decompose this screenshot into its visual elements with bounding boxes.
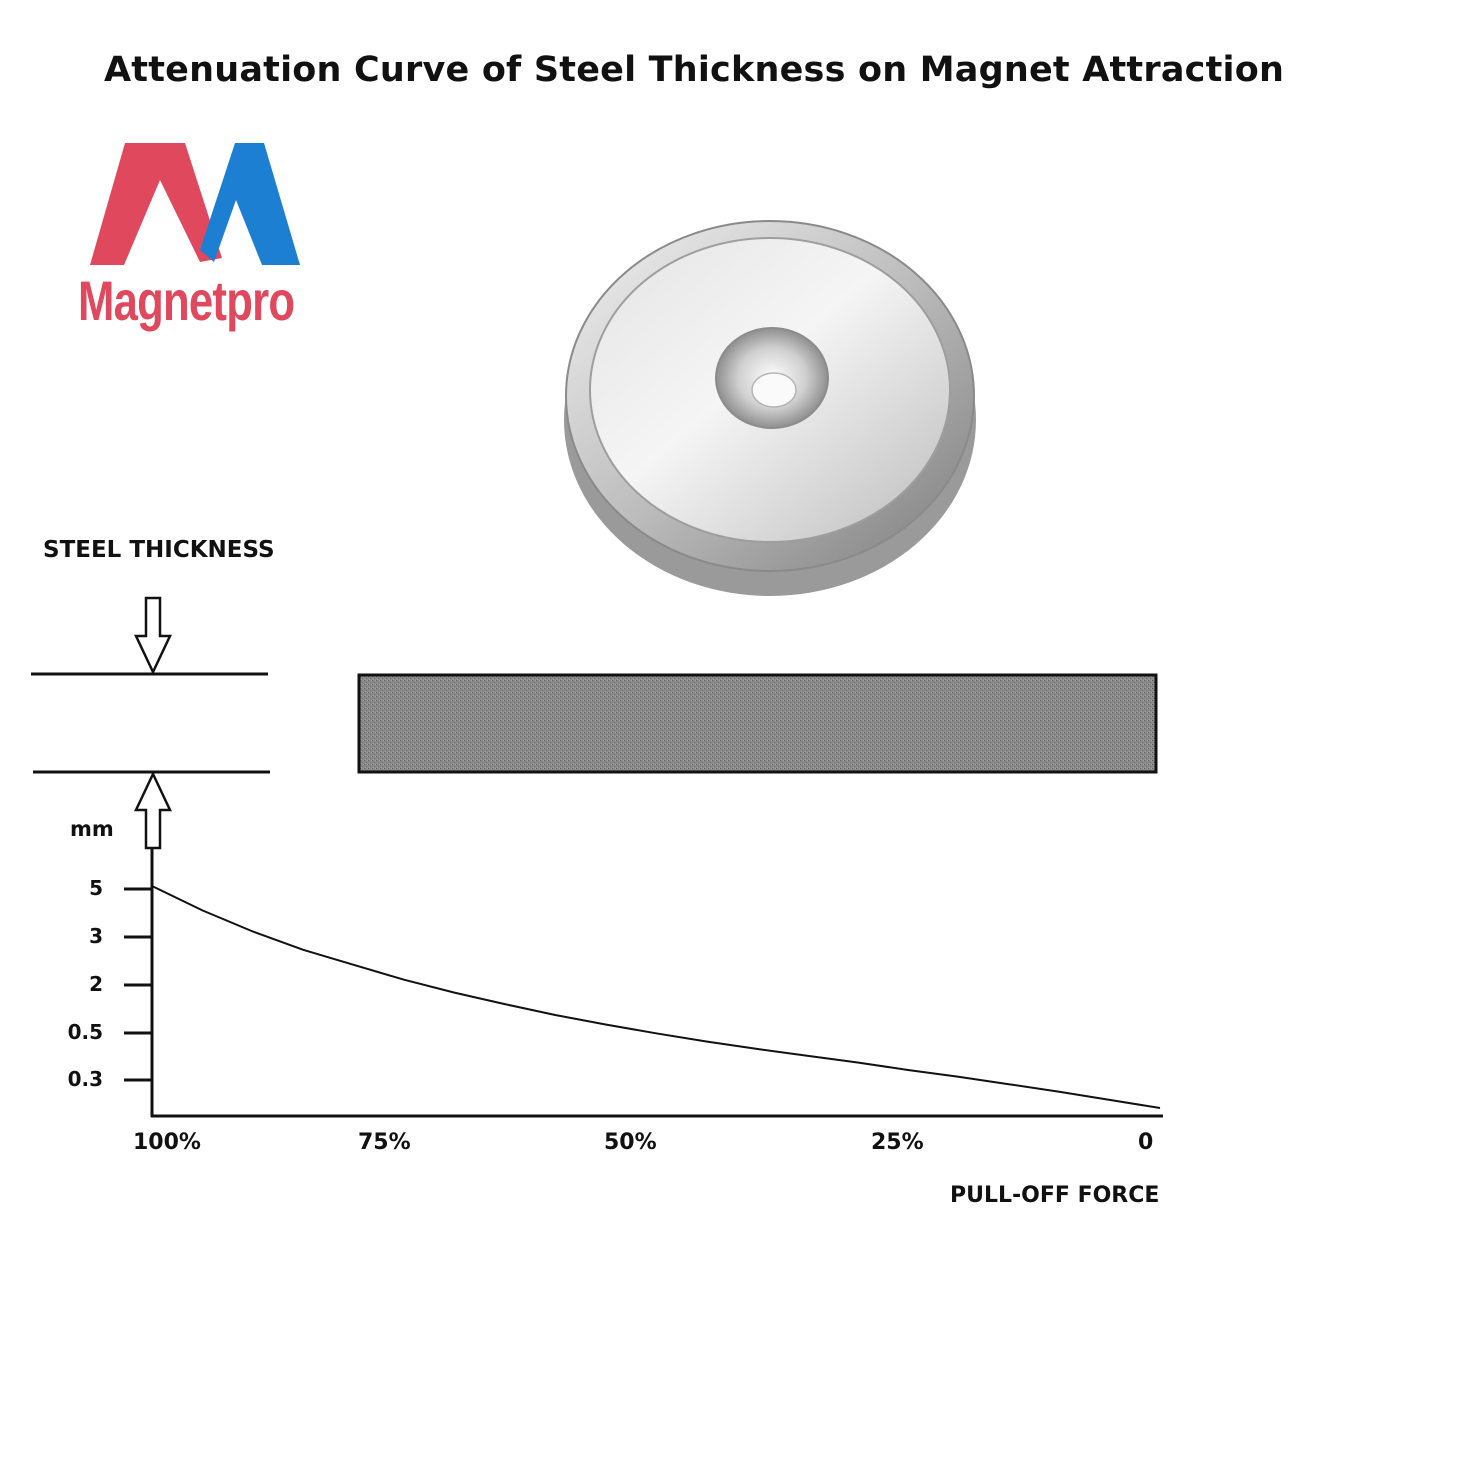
y-tick-label: 2 <box>89 972 103 996</box>
x-tick-label: 75% <box>358 1130 411 1155</box>
y-tick-label: 0.3 <box>67 1067 103 1091</box>
x-tick-label: 25% <box>871 1130 924 1155</box>
y-tick-label: 5 <box>89 876 103 900</box>
y-axis-unit: mm <box>70 817 114 841</box>
y-tick-label: 3 <box>89 924 103 948</box>
steel-thickness-label: STEEL THICKNESS <box>43 537 275 563</box>
x-tick-label: 50% <box>604 1130 657 1155</box>
attenuation-curve <box>151 885 1161 1109</box>
magnet-hole <box>751 372 797 408</box>
up-arrow-icon <box>134 771 172 850</box>
x-tick-label: 0 <box>1138 1130 1154 1155</box>
down-arrow-icon <box>134 596 172 675</box>
steel-plate-icon <box>357 673 1158 774</box>
y-tick-label: 0.5 <box>67 1020 103 1044</box>
x-tick-label: 100% <box>133 1130 201 1155</box>
chart-title: Attenuation Curve of Steel Thickness on … <box>104 50 1285 90</box>
logo-text: Magnetpro <box>78 269 295 332</box>
x-axis-label: PULL-OFF FORCE <box>950 1183 1160 1208</box>
